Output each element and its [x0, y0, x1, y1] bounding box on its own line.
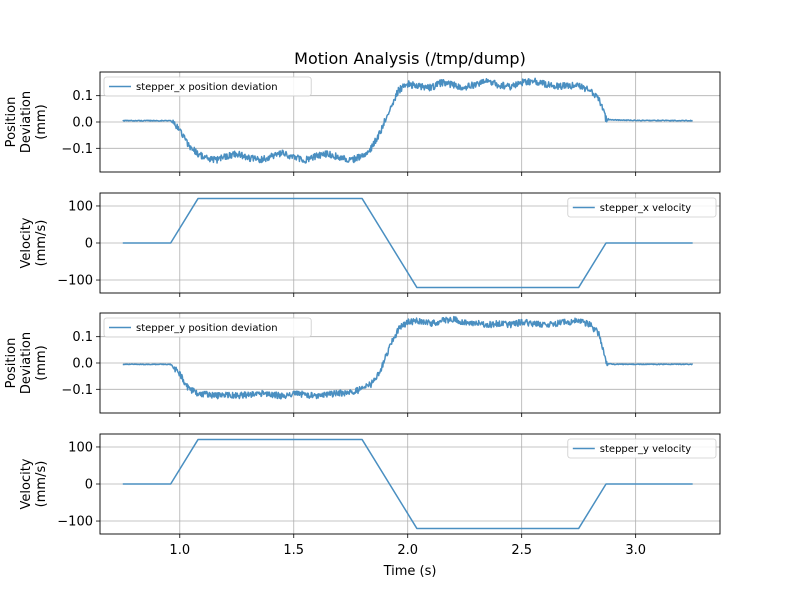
y-tick-label: 0.0: [72, 116, 93, 131]
series-line: [122, 77, 693, 164]
legend-box: [567, 438, 717, 459]
y-axis-label: Velocity(mm/s): [19, 458, 49, 509]
x-axis-label: Time (s): [383, 564, 437, 579]
subplot-1: −0.1 0.0 0.1 PositionDeviation(mm) stepper_x…: [4, 71, 721, 176]
series-line: [122, 197, 693, 289]
y-tick-label: 0.1: [72, 330, 93, 345]
y-tick-label: 100: [68, 440, 93, 455]
y-axis-label-line: Deviation: [19, 332, 34, 394]
series-line: [122, 315, 694, 400]
y-axis-label: PositionDeviation(mm): [4, 332, 49, 394]
x-tick-label: 2.5: [511, 543, 532, 558]
legend-label: stepper_y velocity: [600, 444, 692, 455]
y-tick-label: 100: [68, 199, 93, 214]
legend-box: [567, 197, 717, 218]
y-tick-label: 0: [85, 478, 93, 493]
legend-box: [103, 76, 312, 97]
series-line: [122, 438, 693, 530]
y-axis-label-line: Position: [4, 338, 19, 389]
y-tick-label: −100: [57, 515, 93, 530]
legend-label: stepper_x position deviation: [136, 82, 278, 93]
y-axis-label-line: (mm): [34, 345, 49, 380]
y-tick-label: −0.1: [61, 383, 93, 398]
y-tick-label: 0.1: [72, 89, 93, 104]
y-axis-label: PositionDeviation(mm): [4, 91, 49, 153]
legend: stepper_y velocity: [567, 438, 717, 459]
subplot-3: −0.1 0.0 0.1 PositionDeviation(mm) stepper_y…: [4, 312, 721, 417]
legend: stepper_x velocity: [567, 197, 717, 218]
subplot-2: −100 0 100 Velocity(mm/s) stepper_x velocity: [19, 192, 721, 297]
legend-label: stepper_y position deviation: [136, 323, 278, 334]
y-axis-label-line: (mm/s): [34, 220, 49, 267]
y-axis-label-line: (mm/s): [34, 461, 49, 508]
y-axis-label-line: Velocity: [19, 217, 34, 268]
y-axis-label-line: Deviation: [19, 91, 34, 153]
y-axis-label-line: Velocity: [19, 458, 34, 509]
x-tick-label: 2.0: [397, 543, 418, 558]
x-tick-label: 3.0: [625, 543, 646, 558]
y-tick-label: −100: [57, 274, 93, 289]
subplot-4: −100 0 100 1.0 1.5 2.0 2.5 3.0 Time (s) Velocity(…: [19, 433, 721, 579]
y-axis-label: Velocity(mm/s): [19, 217, 49, 268]
legend-label: stepper_x velocity: [600, 203, 692, 214]
y-tick-label: 0: [85, 237, 93, 252]
legend: stepper_y position deviation: [103, 317, 312, 338]
chart-title: Motion Analysis (/tmp/dump): [294, 49, 526, 68]
y-axis-label-line: (mm): [34, 104, 49, 139]
legend: stepper_x position deviation: [103, 76, 312, 97]
y-axis-label-line: Position: [4, 97, 19, 148]
x-tick-label: 1.0: [169, 543, 190, 558]
y-tick-label: −0.1: [61, 142, 93, 157]
x-tick-label: 1.5: [283, 543, 304, 558]
y-tick-label: 0.0: [72, 357, 93, 372]
legend-box: [103, 317, 312, 338]
